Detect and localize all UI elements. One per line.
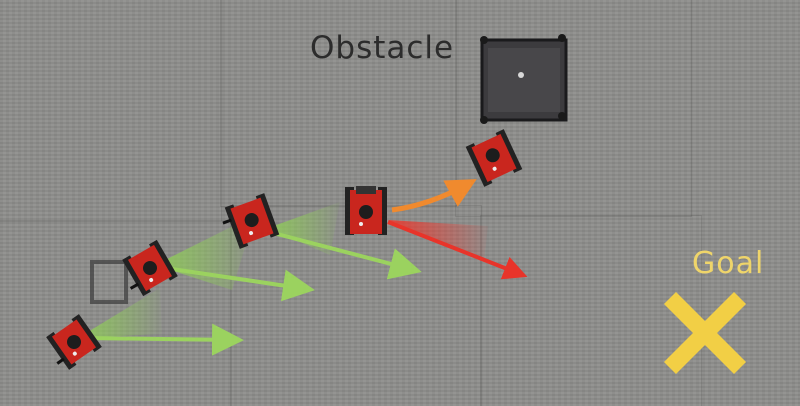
x-mark-icon <box>663 291 747 375</box>
green-arrow <box>261 228 422 280</box>
sensing-cone <box>78 288 162 338</box>
robot <box>465 129 523 187</box>
robot <box>122 239 178 297</box>
carpet-tile <box>0 220 232 406</box>
obstacle-label: Obstacle <box>310 30 455 66</box>
red-arrow <box>387 220 528 280</box>
obstacle-box <box>480 34 568 124</box>
robot <box>345 186 387 235</box>
ghost-robot-outline <box>90 260 128 304</box>
carpet-tile <box>0 0 222 222</box>
green-arrow <box>157 265 315 302</box>
carpet-tile <box>480 215 702 406</box>
goal-label: Goal <box>692 246 765 281</box>
sensing-cone <box>268 202 340 255</box>
robot <box>46 314 102 370</box>
carpet-tile <box>455 0 692 217</box>
green-arrow <box>84 323 244 356</box>
robot <box>222 193 280 249</box>
orange-arrow <box>391 179 477 213</box>
